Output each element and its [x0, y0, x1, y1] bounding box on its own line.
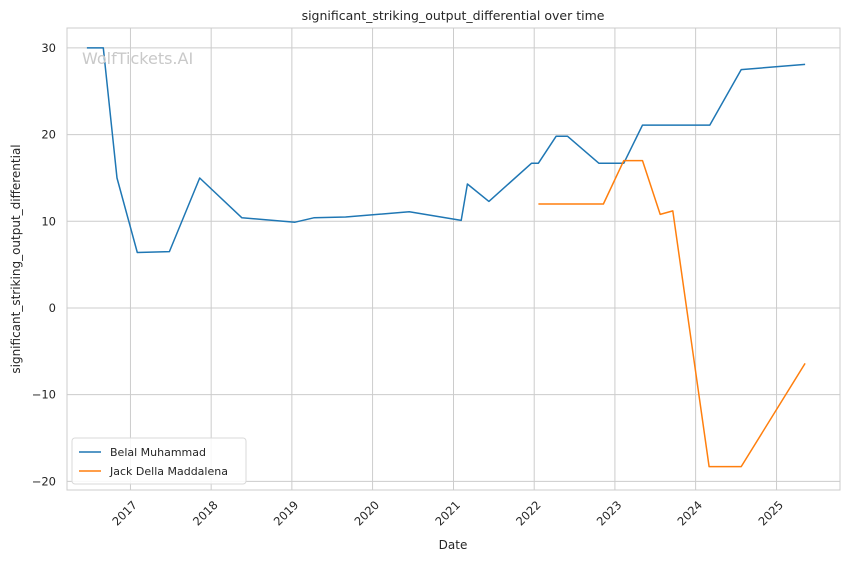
- y-tick-label: 20: [41, 128, 56, 142]
- x-axis-label: Date: [439, 538, 468, 552]
- y-tick-label: −20: [32, 474, 56, 488]
- legend-box: [71, 437, 247, 485]
- legend: Belal Muhammad Jack Della Maddalena: [71, 437, 247, 485]
- legend-label-belal-muhammad: Belal Muhammad: [110, 446, 206, 459]
- series-layer: [86, 47, 806, 468]
- series-line-belal-muhammad: [86, 47, 806, 254]
- watermark-text: WolfTickets.AI: [82, 49, 193, 68]
- y-tick-label: 10: [41, 214, 56, 228]
- y-tick-label: −10: [32, 388, 56, 402]
- chart-title: significant_striking_output_differential…: [302, 8, 605, 23]
- y-tick-label: 0: [49, 301, 56, 315]
- series-line-jack-della-maddalena: [538, 159, 806, 468]
- y-axis-label: significant_striking_output_differential: [9, 144, 23, 373]
- y-tick-label: 30: [41, 41, 56, 55]
- plot-frame: [66, 27, 841, 491]
- legend-label-jack-della-maddalena: Jack Della Maddalena: [109, 465, 228, 478]
- y-tick-layer: 30 20 10 0 −10 −20: [32, 41, 56, 488]
